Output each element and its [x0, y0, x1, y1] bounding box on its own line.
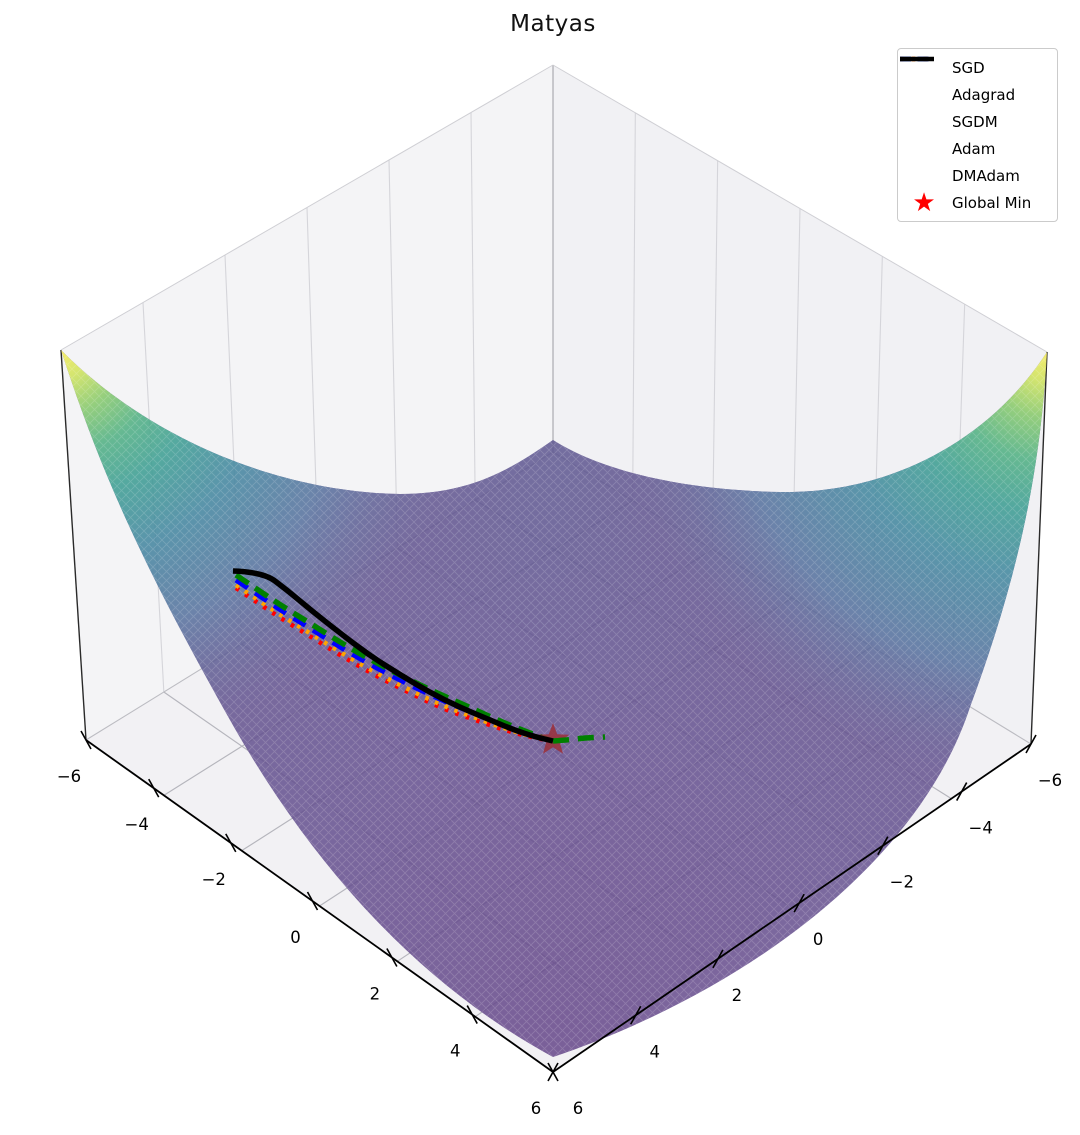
y-tick-label: 6 [573, 1099, 584, 1118]
y-tick-label: 4 [649, 1042, 660, 1061]
x-tick-label: 6 [531, 1099, 542, 1118]
x-tick-label: 2 [370, 984, 381, 1003]
y-tick-label: 0 [813, 930, 824, 949]
surface-mesh [61, 350, 1047, 1057]
legend-label-sgdm: SGDM [952, 112, 998, 131]
x-tick-label: −6 [57, 767, 81, 786]
y-tick-label: −2 [890, 873, 914, 892]
legend-label-sgd: SGD [952, 58, 985, 77]
legend-entry-global-min: ★ Global Min [905, 189, 1051, 216]
chart-title: Matyas [510, 11, 596, 37]
y-tick-label: −6 [1038, 771, 1062, 790]
sgdm-line-icon [900, 56, 943, 132]
legend-entry-sgdm: SGDM [900, 56, 1051, 135]
y-axis-spine [552, 743, 1032, 1073]
x-tick-label: 0 [290, 928, 301, 947]
legend-label-adam: Adam [952, 139, 996, 158]
y-tick-label: 2 [732, 986, 743, 1005]
x-tick-label: −4 [125, 815, 149, 834]
matyas-surface [61, 350, 1047, 1057]
adam-line-icon [900, 56, 943, 159]
adagrad-line-icon [900, 56, 943, 105]
legend-entry-dmadam: DMAdam [900, 56, 1051, 189]
x-tick-label: 4 [450, 1042, 461, 1061]
dmadam-line-icon [900, 56, 943, 186]
legend-label-global-min: Global Min [952, 193, 1032, 212]
axis-spines [85, 739, 1032, 1073]
axis-ticks [80, 730, 1037, 1082]
y-tick-label: −4 [969, 819, 993, 838]
legend-label-adagrad: Adagrad [952, 85, 1016, 104]
x-axis-spine [85, 739, 554, 1073]
x-tick-label: −2 [202, 870, 226, 889]
sgdm-overshoot-tail [552, 734, 606, 744]
legend-box: SGD Adagrad SGDM Adam DMAdam ★ Global Min [897, 48, 1058, 222]
legend-entry-adam: Adam [900, 56, 1051, 162]
legend-label-dmadam: DMAdam [952, 166, 1020, 185]
legend-entry-sgd: SGD [900, 54, 1051, 81]
dmadam-trajectory [232, 568, 554, 744]
axis-tick-labels: −6 −4 −2 0 2 4 6 −6 −4 −2 0 2 4 6 [57, 767, 1062, 1118]
legend-entry-adagrad: Adagrad [900, 56, 1051, 108]
sgd-trajectory [234, 586, 554, 744]
global-min-star-icon: ★ [912, 187, 936, 218]
